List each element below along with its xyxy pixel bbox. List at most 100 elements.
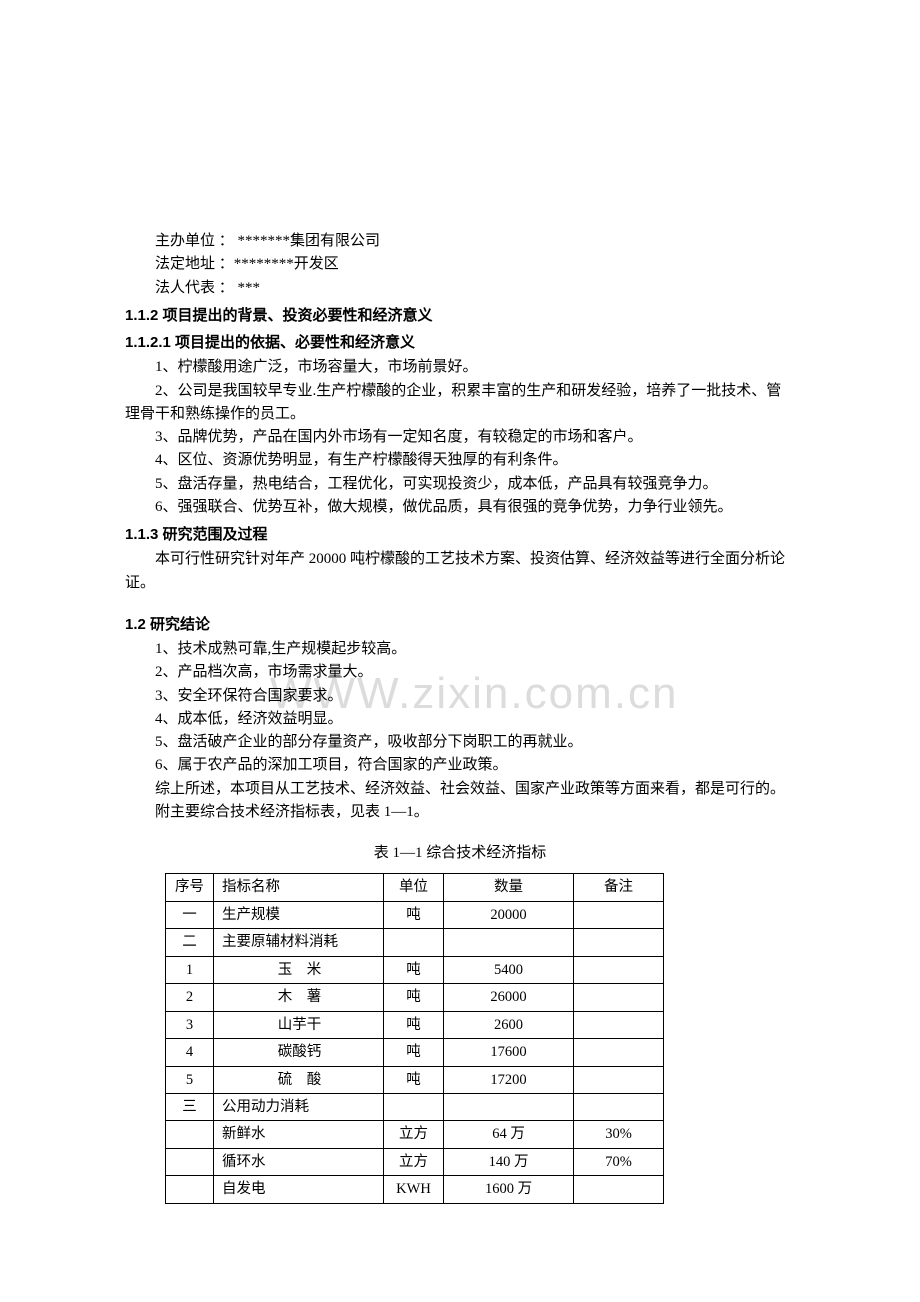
cell-note [574, 956, 664, 983]
cell-unit [384, 1094, 444, 1121]
th-unit: 单位 [384, 874, 444, 901]
cell-unit: 立方 [384, 1148, 444, 1175]
cell-name: 自发电 [214, 1176, 384, 1203]
cell-seq: 5 [166, 1066, 214, 1093]
cell-qty: 20000 [444, 901, 574, 928]
cell-qty: 140 万 [444, 1148, 574, 1175]
cell-name: 山芋干 [214, 1011, 384, 1038]
table-body: 一生产规模吨20000二主要原辅材料消耗1玉 米吨54002木 薯吨260003… [166, 901, 664, 1203]
indicator-table: 序号 指标名称 单位 数量 备注 一生产规模吨20000二主要原辅材料消耗1玉 … [165, 873, 664, 1204]
cell-qty: 17200 [444, 1066, 574, 1093]
th-qty: 数量 [444, 874, 574, 901]
cell-name: 碳酸钙 [214, 1039, 384, 1066]
cell-name: 主要原辅材料消耗 [214, 929, 384, 956]
para-5: 5、盘活存量，热电结合，工程优化，可实现投资少，成本低，产品具有较强竞争力。 [125, 473, 795, 496]
table-row: 循环水立方140 万70% [166, 1148, 664, 1175]
cell-name: 木 薯 [214, 984, 384, 1011]
conclusion-5: 5、盘活破产企业的部分存量资产，吸收部分下岗职工的再就业。 [125, 731, 795, 754]
cell-note [574, 1039, 664, 1066]
cell-note [574, 1094, 664, 1121]
th-note: 备注 [574, 874, 664, 901]
table-row: 1玉 米吨5400 [166, 956, 664, 983]
th-name: 指标名称 [214, 874, 384, 901]
value-rep: *** [238, 280, 261, 296]
org-info-block: 主办单位 ： *******集团有限公司 法定地址 ：********开发区 法… [125, 230, 795, 300]
cell-seq [166, 1121, 214, 1148]
para-scope: 本可行性研究针对年产 20000 吨柠檬酸的工艺技术方案、投资估算、经济效益等进… [125, 548, 795, 595]
label-address: 法定地址 ： [155, 256, 234, 272]
org-rep-line: 法人代表 ： *** [155, 277, 795, 300]
para-2: 2、公司是我国较早专业.生产柠檬酸的企业，积累丰富的生产和研发经验，培养了一批技… [125, 380, 795, 427]
cell-unit: KWH [384, 1176, 444, 1203]
table-row: 一生产规模吨20000 [166, 901, 664, 928]
cell-seq [166, 1176, 214, 1203]
table-row: 3山芋干吨2600 [166, 1011, 664, 1038]
cell-qty: 2600 [444, 1011, 574, 1038]
heading-1-1-2-1: 1.1.2.1 项目提出的依据、必要性和经济意义 [125, 331, 795, 354]
cell-unit: 吨 [384, 1066, 444, 1093]
para-3: 3、品牌优势，产品在国内外市场有一定知名度，有较稳定的市场和客户。 [125, 426, 795, 449]
cell-unit: 吨 [384, 1011, 444, 1038]
table-row: 4碳酸钙吨17600 [166, 1039, 664, 1066]
cell-qty: 5400 [444, 956, 574, 983]
cell-unit: 吨 [384, 956, 444, 983]
conclusion-1: 1、技术成熟可靠,生产规模起步较高。 [125, 638, 795, 661]
cell-name: 生产规模 [214, 901, 384, 928]
table-row: 二主要原辅材料消耗 [166, 929, 664, 956]
cell-note [574, 901, 664, 928]
cell-seq [166, 1148, 214, 1175]
org-address-line: 法定地址 ：********开发区 [155, 253, 795, 276]
appendix-note: 附主要综合技术经济指标表，见表 1—1。 [125, 801, 795, 824]
table-title: 表 1—1 综合技术经济指标 [125, 842, 795, 865]
table-row: 2木 薯吨26000 [166, 984, 664, 1011]
cell-note [574, 1066, 664, 1093]
cell-seq: 二 [166, 929, 214, 956]
cell-qty: 1600 万 [444, 1176, 574, 1203]
cell-name: 新鲜水 [214, 1121, 384, 1148]
conclusion-4: 4、成本低，经济效益明显。 [125, 708, 795, 731]
table-header-row: 序号 指标名称 单位 数量 备注 [166, 874, 664, 901]
cell-qty [444, 929, 574, 956]
cell-note [574, 1011, 664, 1038]
heading-1-2: 1.2 研究结论 [125, 613, 795, 636]
cell-seq: 1 [166, 956, 214, 983]
cell-seq: 三 [166, 1094, 214, 1121]
para-4: 4、区位、资源优势明显，有生产柠檬酸得天独厚的有利条件。 [125, 449, 795, 472]
value-unit: *******集团有限公司 [238, 233, 381, 249]
cell-note: 30% [574, 1121, 664, 1148]
para-6: 6、强强联合、优势互补，做大规模，做优品质，具有很强的竞争优势，力争行业领先。 [125, 496, 795, 519]
cell-name: 硫 酸 [214, 1066, 384, 1093]
para-1: 1、柠檬酸用途广泛，市场容量大，市场前景好。 [125, 356, 795, 379]
cell-seq: 2 [166, 984, 214, 1011]
summary-para: 综上所述，本项目从工艺技术、经济效益、社会效益、国家产业政策等方面来看，都是可行… [125, 778, 795, 801]
document-content: 主办单位 ： *******集团有限公司 法定地址 ：********开发区 法… [125, 230, 795, 1204]
heading-1-1-3: 1.1.3 研究范围及过程 [125, 523, 795, 546]
conclusion-3: 3、安全环保符合国家要求。 [125, 685, 795, 708]
label-rep: 法人代表 ： [155, 280, 238, 296]
cell-seq: 3 [166, 1011, 214, 1038]
cell-qty: 26000 [444, 984, 574, 1011]
cell-unit: 立方 [384, 1121, 444, 1148]
table-row: 新鲜水立方64 万30% [166, 1121, 664, 1148]
cell-qty: 64 万 [444, 1121, 574, 1148]
value-address: ********开发区 [234, 256, 339, 272]
cell-unit: 吨 [384, 901, 444, 928]
cell-note [574, 929, 664, 956]
cell-qty: 17600 [444, 1039, 574, 1066]
label-unit: 主办单位 ： [155, 233, 238, 249]
cell-unit [384, 929, 444, 956]
cell-name: 玉 米 [214, 956, 384, 983]
org-unit-line: 主办单位 ： *******集团有限公司 [155, 230, 795, 253]
cell-seq: 4 [166, 1039, 214, 1066]
conclusion-6: 6、属于农产品的深加工项目，符合国家的产业政策。 [125, 754, 795, 777]
cell-name: 循环水 [214, 1148, 384, 1175]
cell-unit: 吨 [384, 1039, 444, 1066]
table-row: 自发电KWH1600 万 [166, 1176, 664, 1203]
cell-note [574, 984, 664, 1011]
table-row: 5硫 酸吨17200 [166, 1066, 664, 1093]
th-seq: 序号 [166, 874, 214, 901]
conclusion-2: 2、产品档次高，市场需求量大。 [125, 661, 795, 684]
heading-1-1-2: 1.1.2 项目提出的背景、投资必要性和经济意义 [125, 304, 795, 327]
cell-note [574, 1176, 664, 1203]
cell-note: 70% [574, 1148, 664, 1175]
